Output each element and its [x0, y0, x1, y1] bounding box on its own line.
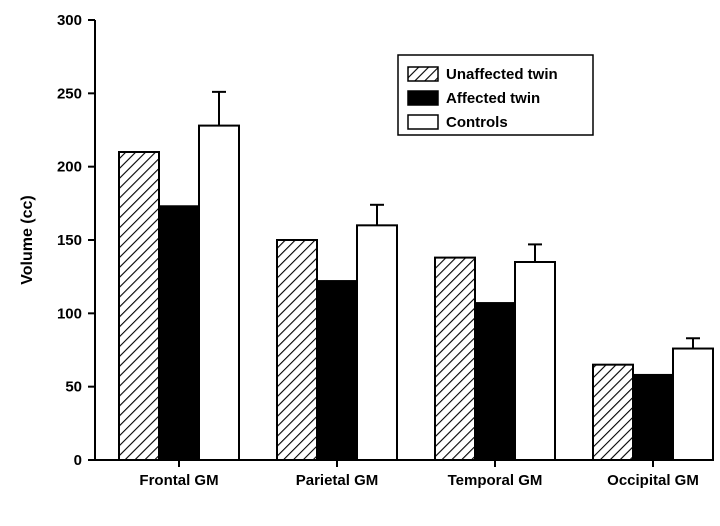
y-tick-label: 200	[57, 159, 82, 176]
legend-swatch-controls	[408, 115, 438, 129]
y-tick-label: 50	[65, 379, 82, 396]
y-tick-label: 150	[57, 232, 82, 249]
bar-controls	[357, 225, 397, 460]
bar-unaffected	[119, 152, 159, 460]
y-tick-label: 250	[57, 85, 82, 102]
y-tick-label: 100	[57, 305, 82, 322]
bar-affected	[475, 303, 515, 460]
legend-label: Unaffected twin	[446, 66, 558, 83]
legend-label: Affected twin	[446, 90, 540, 107]
bar-unaffected	[277, 240, 317, 460]
legend-label: Controls	[446, 114, 508, 131]
bar-controls	[199, 126, 239, 460]
bar-affected	[633, 375, 673, 460]
bar-unaffected	[593, 365, 633, 460]
legend-swatch-unaffected	[408, 67, 438, 81]
y-tick-label: 0	[74, 452, 82, 469]
bar-controls	[673, 349, 713, 460]
bar-affected	[159, 206, 199, 460]
chart-svg: 0 50 100 150 200 250 300 Volume (cc) Frontal GM P…	[0, 0, 720, 526]
y-axis-label: Volume (cc)	[19, 195, 36, 285]
x-tick-label: Temporal GM	[448, 472, 543, 489]
chart-container: 0 50 100 150 200 250 300 Volume (cc) Frontal GM P…	[0, 0, 720, 526]
bar-controls	[515, 262, 555, 460]
bar-unaffected	[435, 258, 475, 460]
x-tick-label: Parietal GM	[296, 472, 379, 489]
legend-swatch-affected	[408, 91, 438, 105]
bar-affected	[317, 281, 357, 460]
y-tick-label: 300	[57, 12, 82, 29]
x-tick-label: Occipital GM	[607, 472, 699, 489]
x-tick-label: Frontal GM	[139, 472, 218, 489]
